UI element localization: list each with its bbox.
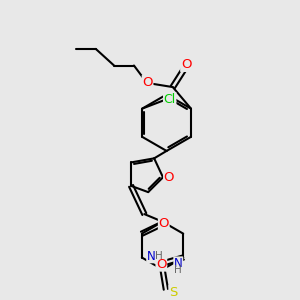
Text: S: S — [169, 286, 177, 298]
Text: O: O — [156, 258, 166, 271]
Text: N: N — [174, 257, 183, 270]
Text: O: O — [142, 76, 153, 88]
Text: H: H — [155, 251, 163, 261]
Text: Cl: Cl — [164, 92, 176, 106]
Text: O: O — [181, 58, 191, 71]
Text: O: O — [158, 217, 169, 230]
Text: O: O — [164, 171, 174, 184]
Text: N: N — [147, 250, 155, 263]
Text: H: H — [174, 265, 182, 275]
